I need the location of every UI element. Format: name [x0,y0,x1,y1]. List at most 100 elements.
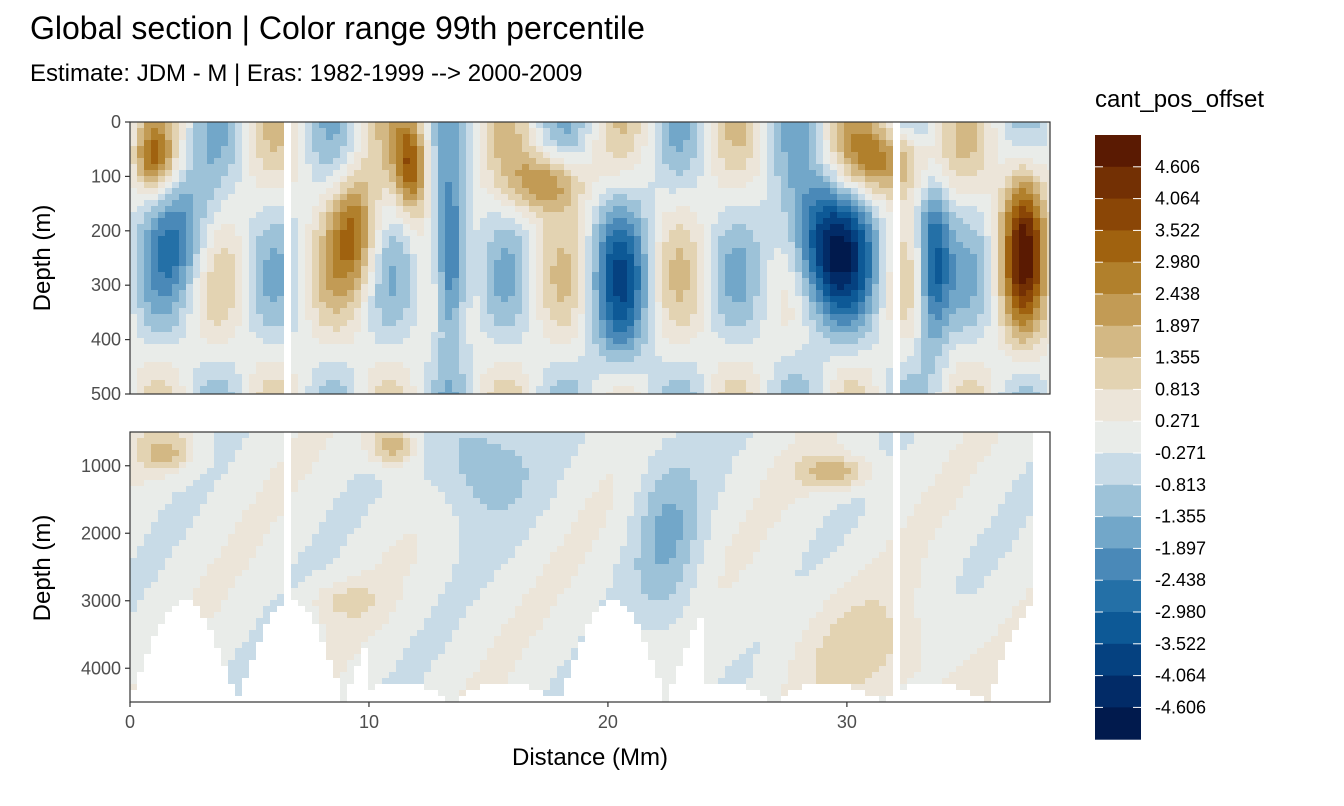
heatmap-cell [235,248,243,255]
heatmap-cell [578,224,586,231]
heatmap-cell [151,356,159,363]
heatmap-cell [480,182,488,189]
heatmap-cell [823,302,831,309]
heatmap-cell [683,290,691,297]
heatmap-cell [165,350,173,357]
heatmap-cell [494,200,502,207]
heatmap-cell [340,218,348,225]
heatmap-cell [508,374,516,381]
heatmap-cell [669,368,677,375]
heatmap-cell [536,128,544,135]
heatmap-cell [501,278,509,285]
heatmap-cell [375,152,383,159]
heatmap-cell [186,194,194,201]
heatmap-cell [620,200,628,207]
heatmap-cell [200,236,208,243]
heatmap-cell [361,188,369,195]
heatmap-cell [165,242,173,249]
heatmap-cell [858,302,866,309]
heatmap-cell [879,272,887,279]
heatmap-cell [718,224,726,231]
heatmap-cell [515,326,523,333]
heatmap-cell [634,164,642,171]
heatmap-cell [396,278,404,285]
heatmap-cell [851,218,859,225]
heatmap-cell [732,278,740,285]
heatmap-cell [781,140,789,147]
heatmap-cell [613,350,621,357]
heatmap-cell [466,146,474,153]
heatmap-cell [193,176,201,183]
heatmap-cell [466,344,474,351]
heatmap-cell [767,122,775,129]
heatmap-cell [802,374,810,381]
heatmap-cell [620,242,628,249]
heatmap-cell [746,254,754,261]
heatmap-cell [536,302,544,309]
heatmap-cell [529,164,537,171]
heatmap-cell [172,374,180,381]
heatmap-cell [879,200,887,207]
heatmap-cell [683,176,691,183]
heatmap-cell [767,356,775,363]
heatmap-cell [459,338,467,345]
heatmap-cell [837,362,845,369]
heatmap-cell [816,230,824,237]
heatmap-cell [529,332,537,339]
heatmap-cell [865,362,873,369]
heatmap-cell [438,356,446,363]
heatmap-cell [585,284,593,291]
heatmap-cell [487,176,495,183]
heatmap-cell [627,374,635,381]
heatmap-cell [473,200,481,207]
heatmap-cell [410,350,418,357]
heatmap-cell [823,356,831,363]
heatmap-cell [858,164,866,171]
heatmap-cell [690,242,698,249]
heatmap-cell [291,284,299,291]
heatmap-cell [221,344,229,351]
heatmap-cell [816,302,824,309]
heatmap-cell [718,320,726,327]
heatmap-cell [242,320,250,327]
heatmap-cell [361,176,369,183]
heatmap-cell [515,122,523,129]
heatmap-cell [501,218,509,225]
heatmap-cell [207,170,215,177]
heatmap-cell [361,236,369,243]
heatmap-cell [802,254,810,261]
heatmap-cell [452,170,460,177]
heatmap-cell [669,392,677,395]
heatmap-cell [445,164,453,171]
heatmap-cell [865,248,873,255]
heatmap-cell [487,272,495,279]
heatmap-cell [270,380,278,387]
heatmap-cell [620,314,628,321]
heatmap-cell [571,122,579,129]
heatmap-cell [375,302,383,309]
heatmap-cell [354,176,362,183]
heatmap-cell [522,122,530,129]
heatmap-cell [760,338,768,345]
heatmap-cell [151,284,159,291]
heatmap-cell [536,200,544,207]
heatmap-cell [291,122,299,129]
heatmap-cell [865,284,873,291]
heatmap-cell [494,188,502,195]
heatmap-cell [858,182,866,189]
heatmap-cell [144,368,152,375]
heatmap-cell [480,332,488,339]
heatmap-cell [823,212,831,219]
heatmap-cell [347,386,355,393]
heatmap-cell [221,176,229,183]
heatmap-cell [340,308,348,315]
heatmap-cell [172,122,180,129]
heatmap-cell [543,314,551,321]
heatmap-cell [354,200,362,207]
heatmap-cell [536,296,544,303]
heatmap-cell [263,176,271,183]
heatmap-cell [193,248,201,255]
heatmap-cell [788,296,796,303]
heatmap-cell [284,314,292,321]
heatmap-cell [438,344,446,351]
